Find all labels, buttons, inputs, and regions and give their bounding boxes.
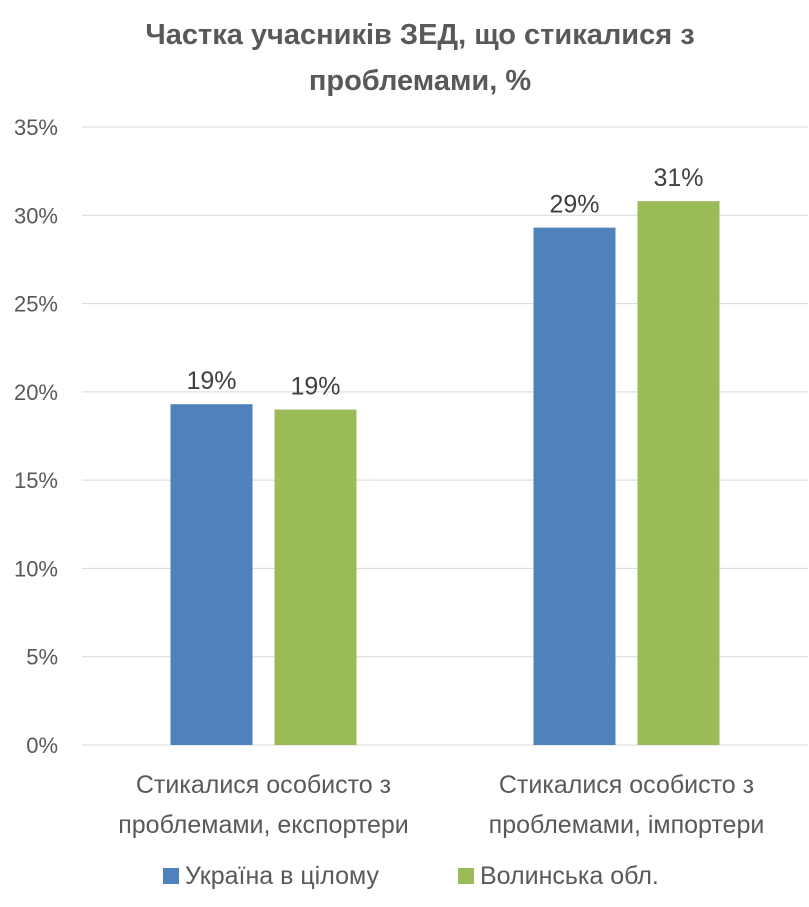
chart-title-line: проблемами, %	[309, 65, 532, 97]
legend-swatch	[458, 868, 474, 884]
y-tick-label: 0%	[26, 733, 58, 758]
y-axis-tick-labels: 0% 5% 10% 15% 20% 25% 30% 35%	[14, 115, 58, 758]
data-label: 19%	[186, 367, 236, 395]
data-labels: 19% 19% 29% 31%	[186, 164, 703, 400]
y-tick-label: 30%	[14, 203, 58, 228]
legend-label: Україна в цілому	[185, 862, 379, 890]
bar	[637, 201, 720, 745]
bar	[533, 227, 616, 745]
y-tick-label: 35%	[14, 115, 58, 140]
x-tick-label: Стикалися особисто з	[136, 771, 391, 799]
y-tick-label: 25%	[14, 292, 58, 317]
legend: Україна в цілому Волинська обл.	[163, 862, 659, 890]
x-tick-label: проблемами, імпортери	[489, 811, 765, 839]
bars	[170, 201, 720, 745]
legend-swatch	[163, 868, 179, 884]
chart-title-line: Частка учасників ЗЕД, що стикалися з	[145, 19, 694, 51]
x-axis-category-labels: Стикалися особисто з проблемами, експорте…	[118, 771, 764, 839]
y-tick-label: 10%	[14, 556, 58, 581]
y-tick-label: 15%	[14, 468, 58, 493]
legend-label: Волинська обл.	[480, 862, 659, 890]
data-label: 19%	[290, 373, 340, 401]
data-label: 31%	[653, 164, 703, 192]
bar	[274, 409, 357, 745]
y-tick-label: 20%	[14, 380, 58, 405]
x-tick-label: проблемами, експортери	[118, 811, 409, 839]
y-tick-label: 5%	[26, 645, 58, 670]
chart-title: Частка учасників ЗЕД, що стикалися з проб…	[145, 19, 694, 97]
x-tick-label: Стикалися особисто з	[499, 771, 754, 799]
data-label: 29%	[549, 191, 599, 219]
bar	[170, 404, 253, 745]
